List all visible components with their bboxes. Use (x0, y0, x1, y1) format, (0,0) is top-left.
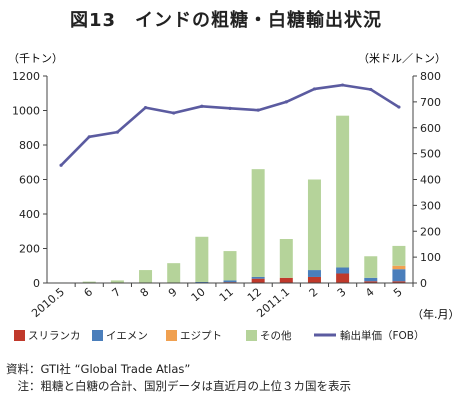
legend-swatch (246, 330, 257, 341)
bar-segment (110, 280, 124, 283)
bar-segment (364, 277, 378, 282)
source-note: 資料：GTI社 “Global Trade Atlas” 注：粗糖と白糖の合計、… (6, 361, 351, 395)
bar-segment (167, 263, 181, 283)
bar-segment (139, 270, 153, 283)
bar-segment (195, 281, 209, 283)
left-tick-label: 400 (19, 208, 40, 221)
bar-segment (279, 239, 293, 278)
legend-label: エジプト (180, 330, 222, 342)
x-tick-label: 7 (110, 285, 124, 299)
bar-segment (307, 270, 321, 277)
export-price-point (369, 87, 373, 92)
bar-segment (392, 245, 406, 266)
legend-swatch (166, 330, 177, 341)
right-tick-label: 800 (420, 70, 441, 83)
bar-segment (251, 278, 265, 283)
export-price-point (312, 87, 317, 91)
x-tick-label: 10 (189, 285, 208, 304)
bar-segment (392, 281, 406, 283)
x-axis-unit: （年.月） (412, 307, 452, 321)
x-tick-label: 2 (307, 285, 321, 299)
x-tick-label: 8 (138, 285, 152, 299)
bar-segment (392, 265, 406, 270)
bar-segment (364, 281, 378, 283)
export-price-point (115, 130, 119, 134)
export-price-point (59, 163, 63, 167)
bar-segment (307, 179, 321, 271)
right-tick-label: 500 (420, 148, 441, 161)
right-tick-label: 200 (420, 225, 441, 238)
right-axis-unit: （米ドル／トン） (358, 52, 446, 65)
right-tick-label: 700 (420, 96, 441, 109)
legend-swatch (92, 330, 103, 341)
left-tick-label: 0 (33, 277, 40, 290)
bar-segment (336, 273, 350, 283)
legend-label: スリランカ (28, 330, 81, 342)
export-price-point (172, 111, 176, 115)
right-tick-label: 300 (420, 199, 441, 212)
left-tick-label: 200 (19, 243, 40, 256)
right-tick-label: 100 (420, 251, 441, 264)
note-label: 注： (6, 379, 41, 393)
right-tick-label: 600 (420, 122, 441, 135)
bar-segment (279, 277, 293, 283)
right-tick-label: 400 (420, 174, 441, 187)
x-tick-label: 5 (391, 285, 405, 299)
bar-segment (195, 236, 209, 282)
export-price-point (87, 135, 91, 139)
export-price-point (256, 108, 260, 112)
x-tick-label: 9 (166, 285, 180, 299)
legend-swatch (14, 330, 25, 341)
bar-segment (251, 276, 265, 279)
x-tick-label: 12 (245, 285, 264, 304)
x-tick-label: 4 (363, 285, 377, 299)
left-tick-label: 1200 (12, 70, 40, 83)
source-label: 資料： (6, 362, 41, 376)
bar-segment (307, 276, 321, 283)
bar-segment (392, 269, 406, 282)
bar-segment (336, 115, 350, 268)
source-line: 資料：GTI社 “Global Trade Atlas” (6, 361, 351, 378)
export-price-point (284, 100, 288, 104)
bar-segment (336, 267, 350, 274)
export-price-point (397, 105, 401, 109)
export-price-point (200, 104, 204, 108)
legend-label: 輸出単価（FOB） (340, 329, 425, 342)
left-tick-label: 600 (19, 174, 40, 187)
source-text: GTI社 “Global Trade Atlas” (40, 362, 191, 376)
bar-segment (82, 281, 96, 283)
x-tick-label: 11 (217, 285, 236, 304)
left-tick-label: 800 (19, 139, 40, 152)
x-tick-label: 6 (81, 285, 95, 299)
export-chart: （千トン） （米ドル／トン） 0 200 400 600 800 1000 1200 0 10… (8, 52, 452, 342)
note-line: 注：粗糖と白糖の合計、国別データは直近月の上位３カ国を表示 (6, 378, 351, 395)
chart-title: 図13 インドの粗糖・白糖輸出状況 (69, 10, 383, 31)
right-tick-label: 0 (420, 277, 427, 290)
export-price-point (228, 106, 232, 110)
bar-segment (364, 256, 378, 278)
left-axis-unit: （千トン） (8, 52, 63, 65)
x-tick-label: 3 (335, 285, 349, 299)
bar-segment (251, 169, 265, 277)
x-tick-label: 2010.5 (29, 285, 67, 320)
legend-label: その他 (260, 329, 292, 342)
note-text: 粗糖と白糖の合計、国別データは直近月の上位３カ国を表示 (40, 379, 352, 393)
legend: スリランカ イエメン エジプト その他 輸出単価（FOB） (14, 329, 425, 342)
left-tick-label: 1000 (12, 105, 40, 118)
export-price-point (143, 105, 148, 110)
bar-segment (223, 251, 237, 281)
legend-label: イエメン (106, 330, 148, 342)
export-price-point (341, 83, 345, 87)
bar-segment (223, 280, 237, 283)
